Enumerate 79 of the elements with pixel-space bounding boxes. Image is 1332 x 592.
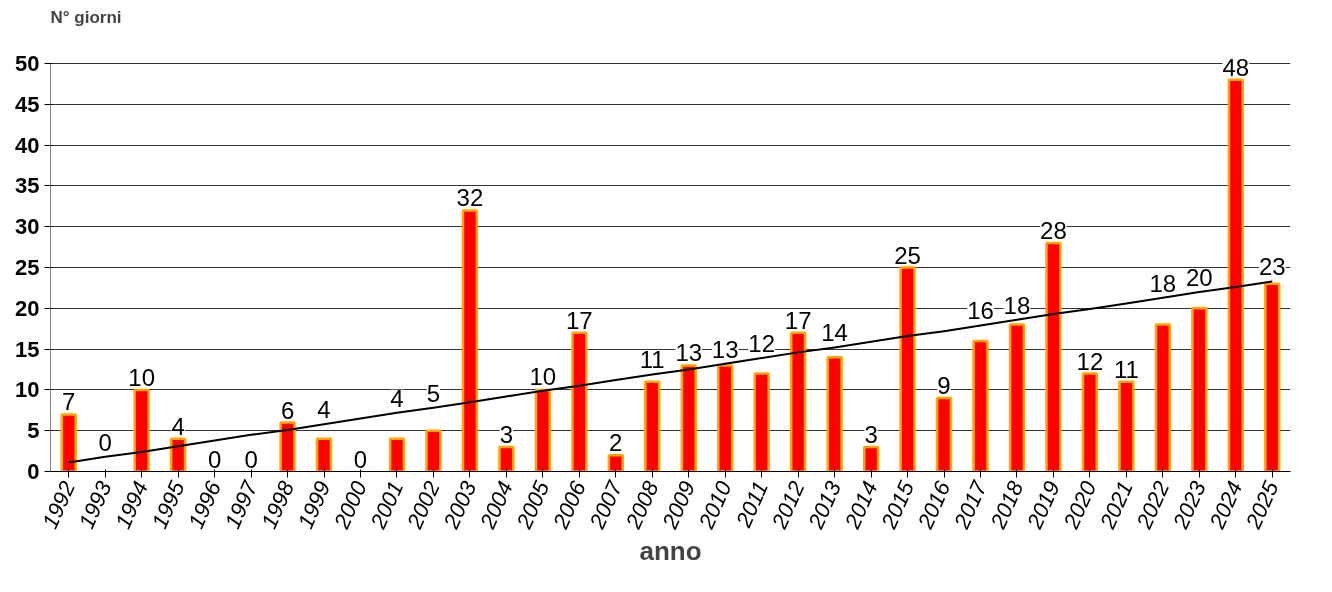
bar	[571, 331, 588, 472]
data-label: 3	[499, 421, 514, 449]
bar	[534, 388, 552, 472]
bar	[1081, 372, 1099, 472]
y-tick-label: 0	[27, 459, 40, 484]
data-label: 14	[821, 319, 848, 347]
data-label: 13	[711, 335, 739, 363]
data-label: 12	[748, 330, 776, 358]
bar	[717, 364, 734, 472]
bar	[1191, 307, 1208, 472]
data-label: 4	[390, 384, 404, 412]
data-label: 17	[784, 306, 812, 334]
bar	[60, 413, 77, 472]
bar	[644, 380, 661, 472]
x-axis-title: anno	[639, 536, 702, 567]
y-axis-title: N° giorni	[50, 7, 122, 27]
bar	[753, 372, 770, 472]
data-label: 10	[529, 362, 557, 390]
data-label: 2	[609, 429, 623, 457]
data-label: 5	[426, 379, 441, 407]
bar	[826, 356, 843, 472]
bar	[899, 266, 916, 472]
data-label: 4	[171, 412, 185, 440]
bar	[498, 445, 515, 472]
bar	[1154, 323, 1172, 472]
data-label: 0	[353, 445, 368, 473]
data-label: 11	[1113, 355, 1139, 383]
data-label: 6	[280, 396, 295, 424]
bar	[1264, 282, 1281, 472]
y-tick-label: 35	[15, 173, 40, 199]
data-label: 0	[98, 428, 112, 456]
bar	[862, 445, 880, 472]
bar	[279, 421, 296, 472]
data-label: 7	[62, 388, 76, 416]
x-tick-label: 2025	[1240, 476, 1284, 534]
data-label: 23	[1258, 253, 1286, 281]
bar	[388, 437, 406, 472]
data-label: 3	[864, 421, 878, 449]
y-tick-label: 10	[15, 377, 40, 403]
bar	[425, 429, 442, 472]
data-label: 13	[675, 339, 703, 367]
data-label: 17	[565, 306, 593, 334]
bar	[1008, 323, 1026, 472]
bar	[935, 396, 953, 472]
data-label: 11	[639, 346, 665, 374]
bar	[680, 364, 697, 472]
data-label: 4	[317, 396, 331, 424]
data-label: 18	[1149, 269, 1177, 297]
data-label: 10	[128, 363, 156, 391]
data-label: 20	[1185, 263, 1213, 291]
bar	[461, 209, 479, 472]
data-label: 18	[1003, 291, 1031, 319]
bar	[315, 437, 333, 472]
data-label: 25	[894, 241, 921, 269]
y-tick-label: 20	[15, 295, 40, 321]
data-label: 16	[967, 297, 994, 325]
data-label: 0	[244, 445, 258, 473]
bar	[1045, 241, 1062, 472]
data-label: 48	[1222, 53, 1250, 81]
y-tick-label: 45	[15, 91, 40, 117]
x-tick-label: 1992	[37, 477, 81, 533]
y-tick-label: 30	[15, 214, 40, 240]
bar	[133, 388, 150, 472]
data-label: 9	[937, 372, 951, 400]
bar	[972, 339, 989, 472]
data-label: 12	[1076, 347, 1104, 375]
y-tick-label: 15	[15, 336, 40, 362]
bar	[607, 453, 624, 472]
y-tick-label: 40	[15, 132, 40, 158]
y-tick-label: 5	[27, 418, 40, 444]
bar	[789, 331, 807, 472]
bar	[1118, 380, 1135, 472]
y-tick-label: 25	[15, 255, 40, 280]
bar	[169, 437, 187, 472]
bar	[1227, 78, 1244, 472]
data-label: 32	[456, 184, 484, 212]
y-tick-label: 50	[15, 51, 40, 76]
data-label: 28	[1040, 217, 1067, 245]
data-label: 0	[207, 445, 222, 473]
